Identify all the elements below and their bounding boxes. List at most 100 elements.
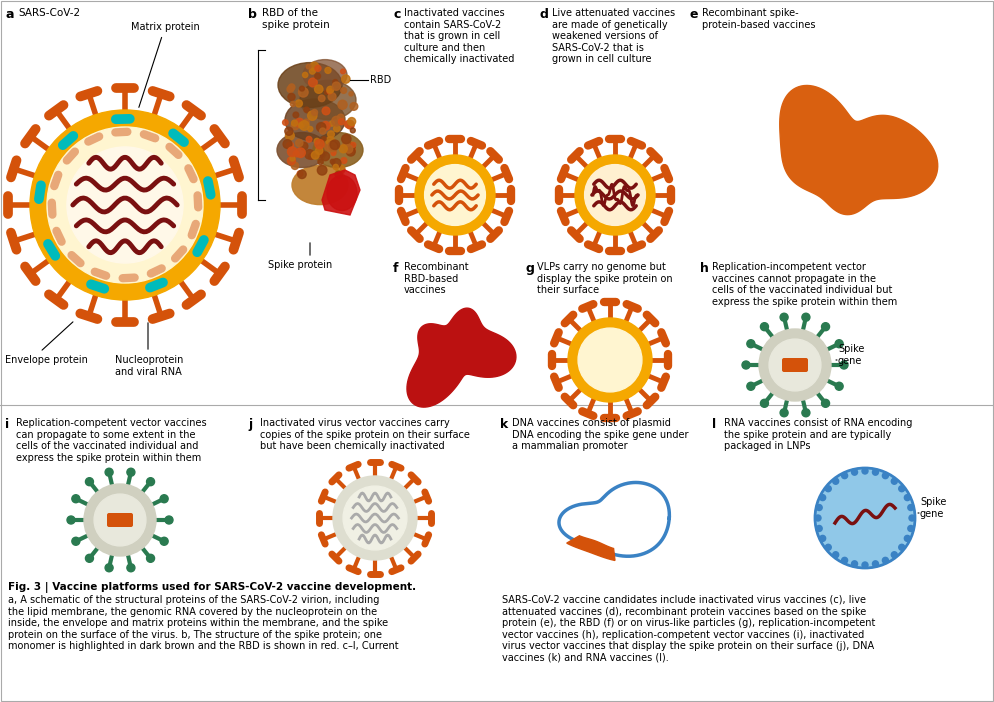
Circle shape <box>335 171 342 178</box>
Circle shape <box>324 142 334 151</box>
Text: Recombinant spike-
protein-based vaccines: Recombinant spike- protein-based vaccine… <box>702 8 815 29</box>
Text: Recombinant
RBD-based
vaccines: Recombinant RBD-based vaccines <box>404 262 468 296</box>
Circle shape <box>908 526 913 531</box>
Circle shape <box>295 118 304 127</box>
Circle shape <box>326 137 335 145</box>
Text: VLPs carry no genome but
display the spike protein on
their surface: VLPs carry no genome but display the spi… <box>537 262 673 296</box>
Circle shape <box>318 159 323 164</box>
Polygon shape <box>567 536 615 560</box>
Circle shape <box>568 318 652 402</box>
Text: Live attenuated vaccines
are made of genetically
weakened versions of
SARS-CoV-2: Live attenuated vaccines are made of gen… <box>552 8 675 65</box>
Circle shape <box>296 148 305 157</box>
Text: RNA vaccines consist of RNA encoding
the spike protein and are typically
package: RNA vaccines consist of RNA encoding the… <box>724 418 912 451</box>
Circle shape <box>883 472 889 479</box>
Circle shape <box>802 409 810 417</box>
Circle shape <box>338 119 345 125</box>
Circle shape <box>287 86 293 93</box>
Circle shape <box>899 544 905 550</box>
Circle shape <box>315 73 320 79</box>
Circle shape <box>304 107 309 112</box>
Circle shape <box>297 171 303 177</box>
Text: Replication-incompetent vector
vaccines cannot propagate in the
cells of the vac: Replication-incompetent vector vaccines … <box>712 262 898 307</box>
Circle shape <box>335 171 342 178</box>
Circle shape <box>746 383 754 390</box>
Ellipse shape <box>285 99 345 141</box>
Circle shape <box>899 486 905 491</box>
Circle shape <box>300 143 308 150</box>
Circle shape <box>348 122 354 128</box>
Circle shape <box>842 472 848 479</box>
Circle shape <box>328 131 334 138</box>
Circle shape <box>291 120 297 126</box>
Circle shape <box>288 84 295 91</box>
Circle shape <box>332 159 341 168</box>
Text: c: c <box>393 8 401 21</box>
Text: Nucleoprotein
and viral RNA: Nucleoprotein and viral RNA <box>115 355 183 376</box>
Circle shape <box>321 121 330 131</box>
Circle shape <box>329 121 334 126</box>
Circle shape <box>329 141 338 150</box>
Circle shape <box>350 102 358 110</box>
Circle shape <box>293 151 299 157</box>
Circle shape <box>306 136 312 143</box>
Circle shape <box>343 141 350 148</box>
Circle shape <box>825 544 831 550</box>
Circle shape <box>311 110 317 116</box>
Ellipse shape <box>327 176 357 211</box>
Circle shape <box>299 86 304 91</box>
Circle shape <box>333 164 338 170</box>
Circle shape <box>324 90 329 95</box>
Circle shape <box>820 536 826 541</box>
Circle shape <box>315 147 323 154</box>
Circle shape <box>892 478 898 484</box>
Circle shape <box>348 146 355 153</box>
Circle shape <box>833 478 839 484</box>
Circle shape <box>343 135 349 142</box>
Text: Spike protein: Spike protein <box>267 260 332 270</box>
Circle shape <box>287 147 297 157</box>
Circle shape <box>30 110 220 300</box>
Circle shape <box>331 151 336 156</box>
Circle shape <box>160 495 168 503</box>
Text: Inactivated vaccines
contain SARS-CoV-2
that is grown in cell
culture and then
c: Inactivated vaccines contain SARS-CoV-2 … <box>404 8 514 65</box>
Circle shape <box>340 167 345 171</box>
Circle shape <box>282 119 288 125</box>
Circle shape <box>424 164 485 225</box>
Circle shape <box>105 564 113 571</box>
Text: f: f <box>393 262 399 275</box>
Circle shape <box>308 78 317 87</box>
Circle shape <box>820 495 826 501</box>
Text: l: l <box>712 418 716 431</box>
Circle shape <box>47 127 203 283</box>
Circle shape <box>291 162 298 169</box>
Ellipse shape <box>292 166 348 204</box>
Circle shape <box>346 147 355 156</box>
Circle shape <box>328 93 336 100</box>
Circle shape <box>344 121 351 128</box>
Circle shape <box>332 82 341 91</box>
Text: SARS-CoV-2: SARS-CoV-2 <box>18 8 81 18</box>
Circle shape <box>339 145 347 153</box>
Circle shape <box>295 139 303 147</box>
Text: Matrix protein: Matrix protein <box>130 22 200 107</box>
Text: i: i <box>5 418 9 431</box>
Ellipse shape <box>278 62 342 107</box>
Text: b: b <box>248 8 256 21</box>
Circle shape <box>318 95 325 102</box>
Circle shape <box>309 68 315 74</box>
Text: g: g <box>525 262 534 275</box>
Circle shape <box>341 69 345 74</box>
Circle shape <box>759 329 831 401</box>
Circle shape <box>343 486 407 550</box>
Circle shape <box>94 494 146 546</box>
Circle shape <box>822 399 830 407</box>
Circle shape <box>337 114 344 121</box>
Circle shape <box>336 165 345 174</box>
Circle shape <box>892 552 898 558</box>
Circle shape <box>298 170 306 178</box>
Circle shape <box>835 340 843 347</box>
Circle shape <box>575 155 655 235</box>
Circle shape <box>330 140 340 150</box>
Circle shape <box>72 495 80 503</box>
Circle shape <box>308 126 313 131</box>
